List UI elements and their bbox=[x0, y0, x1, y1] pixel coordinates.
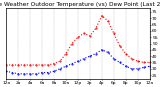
Title: Milwaukee Weather Outdoor Temperature (vs) Dew Point (Last 24 Hours): Milwaukee Weather Outdoor Temperature (v… bbox=[0, 2, 160, 7]
